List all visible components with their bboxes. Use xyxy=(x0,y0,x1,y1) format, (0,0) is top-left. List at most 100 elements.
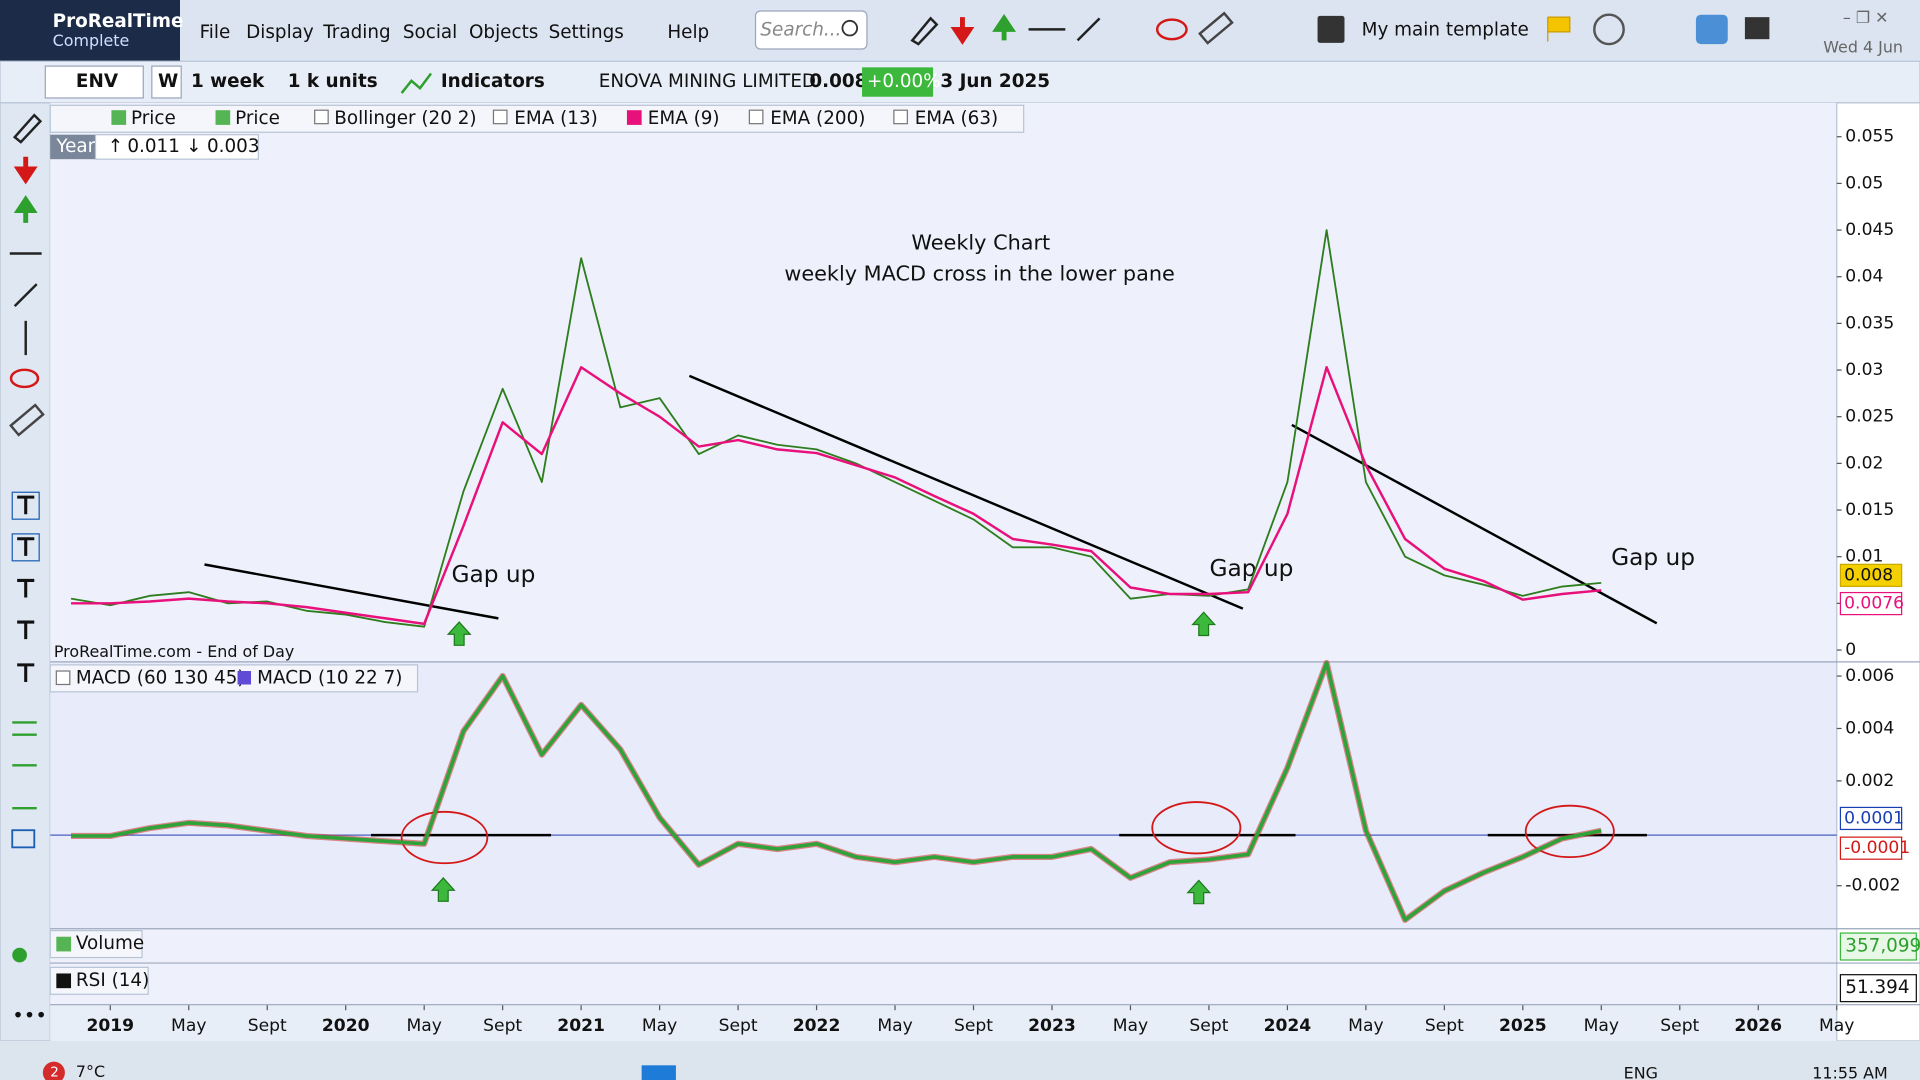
x-tick-label: Sept xyxy=(954,1016,993,1036)
rsi-value-box xyxy=(1839,974,1917,1003)
x-tick-label: 2021 xyxy=(557,1016,605,1036)
x-tick-label: May xyxy=(877,1016,912,1036)
indicator-item[interactable]: EMA (200) xyxy=(770,108,865,129)
quote-date: 3 Jun 2025 xyxy=(940,71,1050,92)
x-tick-label: 2025 xyxy=(1499,1016,1547,1036)
indicator-item[interactable]: MACD (60 130 45) xyxy=(76,667,245,688)
price-swatch xyxy=(111,110,127,125)
search-box[interactable] xyxy=(754,10,868,50)
search-placeholder: Search... xyxy=(760,20,841,41)
volume-label[interactable]: Volume xyxy=(76,933,144,954)
menu-item[interactable]: File xyxy=(200,22,231,43)
y-tick-label: 0.02 xyxy=(1845,453,1883,473)
ruler-icon[interactable] xyxy=(1198,11,1234,45)
sell-arrow-tool[interactable] xyxy=(13,156,38,185)
buy-arrow-tool[interactable] xyxy=(13,195,38,223)
volume-value: 357,099 xyxy=(1845,936,1920,957)
start-button[interactable] xyxy=(641,1065,676,1080)
rsi-label[interactable]: RSI (14) xyxy=(76,970,149,991)
x-tick-label: 2019 xyxy=(86,1016,134,1036)
y-tick-label: 0.035 xyxy=(1845,313,1894,333)
indicator-item[interactable]: EMA (13) xyxy=(514,108,598,129)
indicator-item[interactable]: Price xyxy=(235,108,280,129)
window-controls[interactable]: – ❐ ✕ xyxy=(1843,8,1889,27)
current-value-box xyxy=(1839,836,1903,860)
menu-item[interactable]: Help xyxy=(667,22,709,43)
y-tick-label: 0 xyxy=(1845,640,1856,660)
brand-box xyxy=(0,0,180,62)
year-low: 0.003 xyxy=(207,136,260,157)
ema-line xyxy=(71,365,1602,626)
save-icon[interactable] xyxy=(1317,15,1345,43)
change: +0.00% xyxy=(867,71,941,92)
y-tick-label: -0.002 xyxy=(1845,876,1900,896)
menu-item[interactable]: Display xyxy=(246,22,314,43)
text-tool[interactable] xyxy=(11,533,40,562)
menu-item[interactable]: Objects xyxy=(469,22,538,43)
more-tools[interactable]: ••• xyxy=(12,1004,47,1027)
ellipse-icon[interactable] xyxy=(1155,18,1188,41)
checkbox[interactable] xyxy=(492,109,508,125)
pencil-tool[interactable] xyxy=(12,113,43,144)
x-tick-label: Sept xyxy=(1425,1016,1464,1036)
time-axis xyxy=(50,1004,1837,1041)
year-label: Year xyxy=(55,136,95,157)
y-tick-label: 0.01 xyxy=(1845,547,1883,567)
checkbox[interactable] xyxy=(55,670,71,686)
cross-ellipse xyxy=(1524,804,1615,859)
text-tool[interactable] xyxy=(11,491,40,520)
alert-icon[interactable] xyxy=(12,947,27,963)
menu-item[interactable]: Settings xyxy=(549,22,624,43)
year-high: 0.011 xyxy=(127,136,180,157)
menu-item[interactable]: Social xyxy=(403,22,457,43)
ticker[interactable]: ENV xyxy=(76,71,119,92)
period-box[interactable] xyxy=(151,65,182,99)
price-line xyxy=(70,229,1602,628)
units[interactable]: 1 k units xyxy=(288,71,378,92)
zoom-tool[interactable] xyxy=(11,829,36,849)
menu-item[interactable]: Trading xyxy=(322,22,390,43)
sound-icon[interactable] xyxy=(1593,13,1625,46)
ticker-box[interactable] xyxy=(44,65,144,99)
arrow-up-icon[interactable] xyxy=(992,13,1017,41)
line-icon[interactable] xyxy=(1076,17,1101,42)
arrow-down-icon[interactable] xyxy=(950,17,975,45)
indicators[interactable]: Indicators xyxy=(441,71,545,92)
flag-icon[interactable] xyxy=(1547,16,1571,42)
indicator-item[interactable]: EMA (63) xyxy=(915,108,999,129)
menu: File Display Trading Social Objects Settings H… xyxy=(200,22,710,43)
indicator-item[interactable]: Bollinger (20 2) xyxy=(334,108,476,129)
sync-icon[interactable] xyxy=(1695,14,1728,45)
y-tick-label: 0.004 xyxy=(1845,718,1894,738)
legend-entry[interactable]: MACD (10 22 7) xyxy=(257,667,402,688)
checkbox[interactable] xyxy=(748,109,764,125)
taskbar xyxy=(0,1040,1920,1080)
change-box xyxy=(862,67,934,97)
legend-entry[interactable]: EMA (9) xyxy=(648,108,720,129)
badge-count: 2 xyxy=(50,1066,59,1080)
template[interactable]: My main template xyxy=(1362,20,1529,41)
y-tick-label: 0.045 xyxy=(1845,220,1894,240)
weather: 7°C xyxy=(76,1062,105,1080)
ruler-tool[interactable] xyxy=(9,403,45,437)
fib-tools[interactable] xyxy=(12,721,37,810)
x-tick-label: May xyxy=(406,1016,441,1036)
price-pane xyxy=(50,102,1837,662)
line-tool[interactable] xyxy=(13,283,38,307)
checkbox[interactable] xyxy=(314,109,329,125)
up-arrow xyxy=(430,877,456,902)
macd-legend xyxy=(49,664,419,693)
calc-icon[interactable] xyxy=(1744,17,1770,40)
period-short[interactable]: W xyxy=(158,71,178,92)
x-tick-label: 2023 xyxy=(1028,1016,1076,1036)
period[interactable]: 1 week xyxy=(191,71,265,92)
x-tick-label: Sept xyxy=(1189,1016,1228,1036)
brand: ProRealTime xyxy=(53,11,184,32)
legend-entry[interactable]: Price xyxy=(131,108,176,129)
checkbox[interactable] xyxy=(893,109,908,125)
x-tick-label: 2022 xyxy=(793,1016,841,1036)
pencil-icon[interactable] xyxy=(910,16,939,46)
ellipse-tool[interactable] xyxy=(9,368,40,389)
left-toolbar xyxy=(0,102,51,1042)
